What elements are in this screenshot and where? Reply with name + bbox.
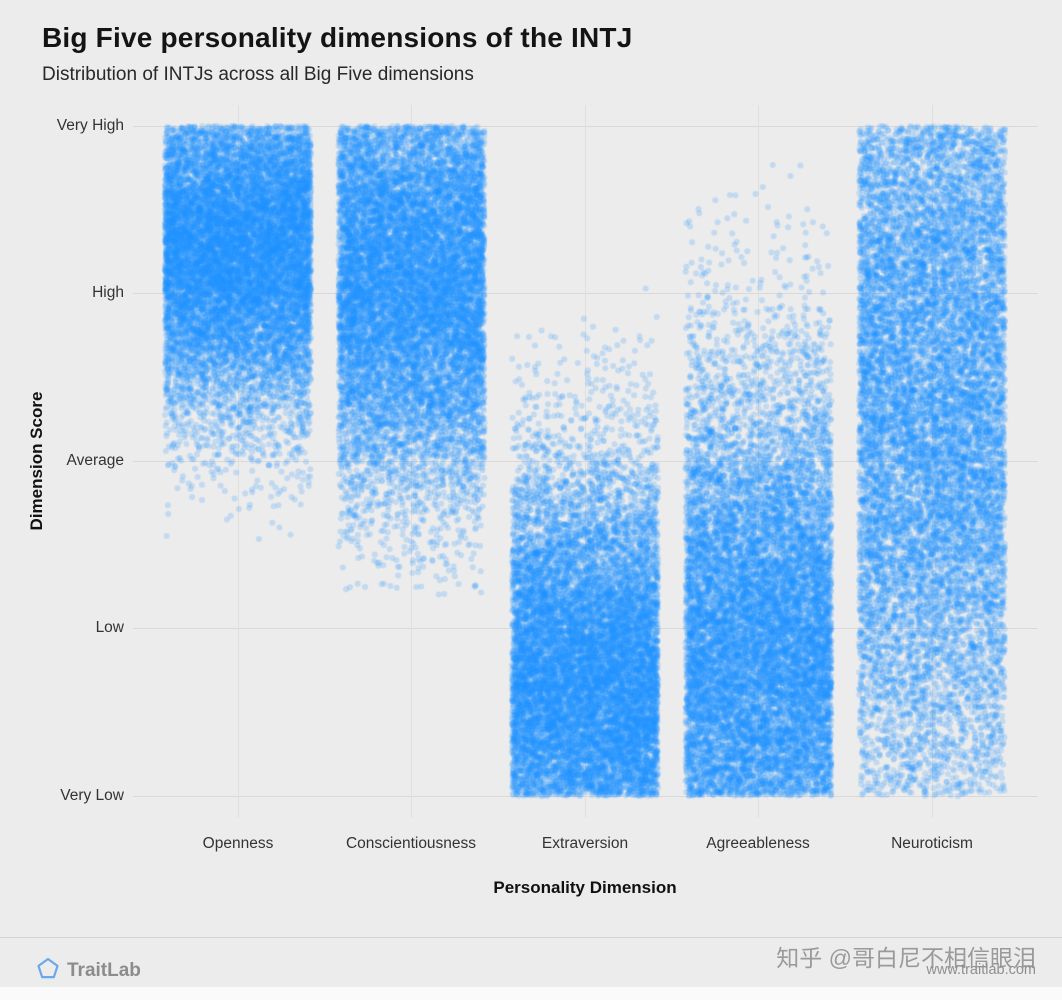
x-tick-conscientiousness: Conscientiousness: [345, 835, 477, 852]
x-tick-agreeableness: Agreeableness: [706, 835, 810, 852]
footer-divider: [0, 937, 1062, 938]
y-axis-title: Dimension Score: [27, 391, 46, 531]
chart-title: Big Five personality dimensions of the I…: [42, 22, 633, 53]
x-tick-openness: Openness: [202, 835, 274, 852]
y-tick-very-low: Very Low: [60, 787, 124, 804]
traitlab-brand-name: TraitLab: [67, 959, 141, 981]
y-tick-average: Average: [66, 452, 124, 469]
x-axis-title: Personality Dimension: [493, 878, 677, 897]
y-tick-low: Low: [95, 619, 124, 636]
traitlab-url: www.traitlab.com: [926, 962, 1036, 978]
y-tick-very-high: Very High: [56, 117, 124, 134]
traitlab-brand: TraitLab: [36, 956, 141, 985]
zhihu-watermark: 知乎 @哥白尼不相信眼泪: [776, 945, 1036, 971]
x-tick-neuroticism: Neuroticism: [891, 835, 973, 852]
chart-subtitle: Distribution of INTJs across all Big Fiv…: [42, 64, 474, 85]
traitlab-pentagon-logo-icon: [36, 956, 60, 985]
y-tick-high: High: [92, 284, 124, 301]
bottom-strip: [0, 987, 1062, 1000]
jitter-points-canvas: [133, 105, 1038, 818]
x-tick-extraversion: Extraversion: [541, 835, 629, 852]
